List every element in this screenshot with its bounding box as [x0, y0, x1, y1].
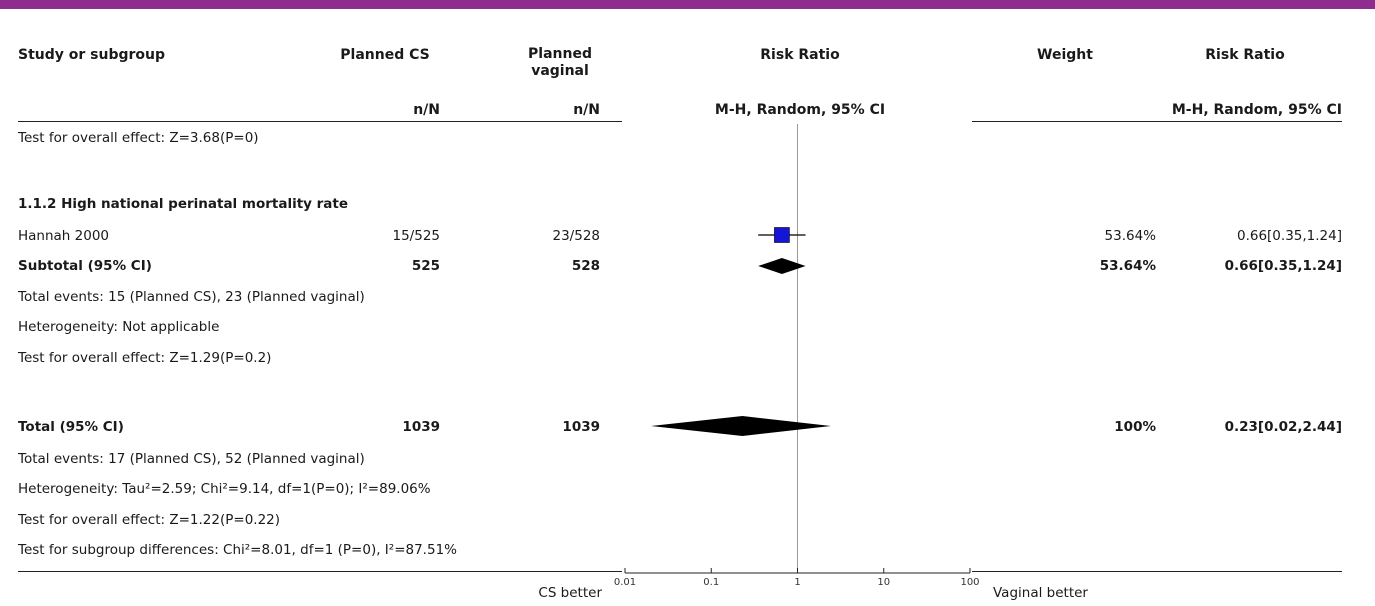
- hannah-vaginal: 23/528: [552, 228, 601, 244]
- total-vaginal: 1039: [562, 419, 600, 435]
- x-tick-label: 0.01: [614, 577, 636, 588]
- header-risk-ratio-2: Risk Ratio: [1205, 47, 1285, 63]
- total-ci: 0.23[0.02,2.44]: [1224, 419, 1342, 435]
- total-heterogeneity: Heterogeneity: Tau²=2.59; Chi²=9.14, df=…: [18, 481, 431, 497]
- x-tick-label: 1: [794, 577, 800, 588]
- total-diamond: [650, 416, 831, 436]
- total-cs: 1039: [402, 419, 440, 435]
- hannah-ci: 0.66[0.35,1.24]: [1236, 228, 1342, 244]
- subheader-cs: n/N: [413, 102, 440, 118]
- subheader-vaginal: n/N: [573, 102, 600, 118]
- total-weight: 100%: [1114, 419, 1156, 435]
- header-study: Study or subgroup: [18, 47, 166, 63]
- subgroup-title: 1.1.2 High national perinatal mortality …: [18, 196, 349, 212]
- bottom-rule-left: [18, 571, 622, 572]
- subtotal-cs: 525: [411, 258, 440, 274]
- header-weight: Weight: [1037, 47, 1093, 63]
- x-tick-label: 0.1: [703, 577, 719, 588]
- header-cs: Planned CS: [340, 47, 430, 63]
- subtotal-ci: 0.66[0.35,1.24]: [1224, 258, 1342, 274]
- study-square: [774, 227, 790, 243]
- prev-test-text: Test for overall effect: Z=3.68(P=0): [18, 130, 259, 146]
- header-vaginal: Planned vaginal: [528, 46, 592, 79]
- subheader-rr2: M-H, Random, 95% CI: [1171, 102, 1342, 118]
- brand-bar: [0, 0, 1375, 9]
- bottom-rule-right: [972, 571, 1342, 572]
- subtotal-vaginal: 528: [571, 258, 600, 274]
- x-tick-label: 100: [960, 577, 979, 588]
- header-rule-right: [972, 121, 1342, 122]
- subgroup-differences: Test for subgroup differences: Chi²=8.01…: [18, 542, 457, 558]
- hannah-name: Hannah 2000: [18, 228, 110, 244]
- vaginal-better-label: Vaginal better: [993, 585, 1088, 601]
- hannah-weight: 53.64%: [1104, 228, 1156, 244]
- header-risk-ratio: Risk Ratio: [760, 47, 840, 63]
- total-label: Total (95% CI): [18, 419, 124, 435]
- subtotal-test: Test for overall effect: Z=1.29(P=0.2): [18, 350, 272, 366]
- subtotal-heterogeneity: Heterogeneity: Not applicable: [18, 319, 220, 335]
- header-rule-left: [18, 121, 622, 122]
- total-events: Total events: 17 (Planned CS), 52 (Plann…: [18, 451, 365, 467]
- subheader-rr: M-H, Random, 95% CI: [714, 102, 886, 118]
- total-test: Test for overall effect: Z=1.22(P=0.22): [18, 512, 281, 528]
- hannah-cs: 15/525: [392, 228, 441, 244]
- x-tick-label: 10: [877, 577, 890, 588]
- subtotal-events: Total events: 15 (Planned CS), 23 (Plann…: [18, 289, 365, 305]
- cs-better-label: CS better: [538, 585, 602, 601]
- subtotal-diamond: [758, 258, 806, 274]
- subtotal-label: Subtotal (95% CI): [18, 258, 152, 274]
- subtotal-weight: 53.64%: [1099, 258, 1156, 274]
